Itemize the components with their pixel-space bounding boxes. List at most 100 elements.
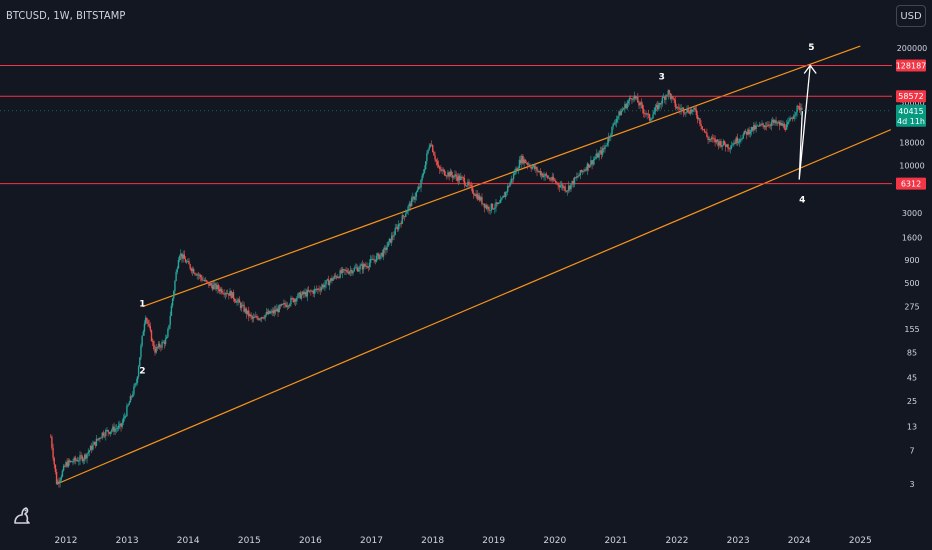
candle-body: [545, 173, 548, 176]
candle-body: [80, 455, 82, 457]
candle-body: [267, 310, 270, 315]
candle-body: [387, 241, 389, 247]
time-tick-2025: 2025: [849, 536, 872, 546]
candle-body: [258, 318, 261, 320]
candle-body: [746, 131, 748, 135]
candle-body: [122, 417, 125, 423]
candle-body: [726, 144, 728, 147]
candle-body: [748, 129, 750, 135]
candle-body: [78, 460, 80, 462]
candle-body: [187, 261, 189, 262]
candle-body: [257, 317, 259, 320]
candle-body: [727, 144, 729, 149]
candle-body: [526, 163, 529, 165]
candle-body: [128, 402, 130, 405]
candle-body: [375, 255, 378, 262]
candle-body: [733, 142, 735, 145]
candle-body: [792, 116, 795, 119]
candle-body: [265, 312, 268, 315]
time-tick-2012: 2012: [55, 536, 78, 546]
candle-body: [419, 186, 421, 188]
price-axis[interactable]: 200000 50000 18000 10000 3000 1600 900 500 275 15…: [897, 44, 928, 489]
arrow-head: [803, 64, 817, 74]
candle-body: [362, 264, 365, 270]
candle-body: [437, 164, 440, 168]
candle-body: [148, 323, 150, 326]
candle-body: [334, 275, 337, 277]
candle-body: [53, 457, 55, 465]
candle-body: [369, 258, 372, 263]
candle-body: [614, 122, 617, 124]
candle-body: [102, 432, 105, 436]
candle-body: [144, 317, 147, 324]
candle-body: [489, 210, 491, 212]
candle-body: [604, 146, 606, 150]
candle-body: [706, 132, 708, 137]
candle-body: [235, 301, 237, 303]
candle-body: [801, 107, 803, 111]
candle-body: [229, 291, 231, 296]
candle-body: [178, 256, 181, 261]
price-tick-275: 275: [904, 303, 919, 312]
candle-body: [635, 97, 638, 99]
candle-body: [776, 122, 778, 124]
candle-body: [226, 293, 229, 295]
candle-body: [301, 291, 304, 295]
candle-body: [189, 264, 191, 269]
candle-body: [245, 308, 248, 314]
time-axis[interactable]: 2012 2013 2014 2015 2016 2017 2018 2019 2020 2021…: [55, 536, 872, 546]
candle-body: [744, 130, 747, 132]
candle-body: [548, 177, 550, 179]
candle-body: [163, 341, 166, 345]
tradingview-logo-icon[interactable]: [10, 503, 34, 527]
price-tick-45: 45: [907, 374, 917, 383]
currency-button[interactable]: USD: [896, 5, 926, 27]
candle-body: [237, 299, 239, 301]
candle-body: [668, 90, 671, 94]
candle-body: [582, 170, 584, 172]
candle-body: [177, 260, 180, 269]
candle-body: [654, 107, 657, 112]
candle-body: [155, 347, 157, 353]
candle-body: [599, 150, 601, 153]
candle-body: [693, 107, 695, 110]
candle-body: [153, 341, 155, 350]
candle-body: [475, 193, 477, 197]
candle-body: [87, 452, 89, 454]
candle-body: [376, 253, 379, 256]
candle-body: [707, 136, 709, 141]
candle-body: [698, 118, 700, 120]
symbol-title[interactable]: BTCUSD, 1W, BITSTAMP: [6, 9, 126, 22]
candle-body: [259, 318, 262, 320]
candle-body: [638, 102, 640, 106]
candle-body: [316, 289, 318, 290]
candle-body: [371, 258, 373, 260]
candle-body: [132, 394, 134, 397]
candle-body: [248, 310, 250, 317]
candle-body: [477, 195, 480, 200]
candle-body: [652, 114, 654, 119]
candle-body: [60, 476, 62, 480]
candle-body: [666, 95, 668, 96]
candle-body: [59, 479, 61, 483]
level-badge-58572: [896, 90, 926, 103]
candle-body: [625, 104, 627, 109]
candle-body: [389, 238, 392, 243]
candle-body: [250, 314, 252, 317]
candle-body: [125, 416, 127, 417]
candle-body: [107, 429, 109, 433]
candle-body: [593, 158, 596, 161]
candle-body: [330, 278, 332, 282]
candle-body: [608, 136, 611, 138]
candle-body: [742, 134, 744, 139]
candle-body: [658, 102, 660, 110]
candle-body: [86, 453, 88, 459]
candle-body: [403, 216, 406, 218]
candle-body: [499, 199, 502, 203]
candle-body: [79, 455, 81, 461]
candle-body: [558, 185, 560, 188]
candle-body: [357, 267, 359, 272]
candle-body: [751, 126, 754, 131]
candle-body: [761, 123, 763, 125]
